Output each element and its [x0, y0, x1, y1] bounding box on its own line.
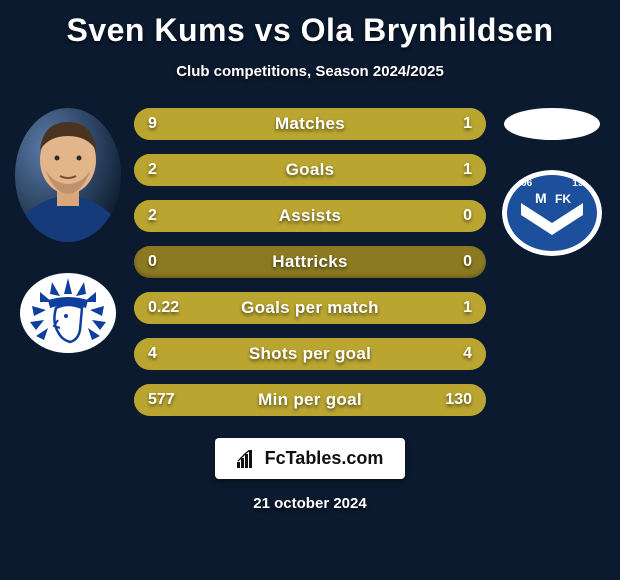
stat-right-value: 0 [463, 253, 472, 271]
date-text: 21 october 2024 [253, 495, 366, 512]
stat-right-value: 1 [463, 299, 472, 317]
stat-right-value: 130 [445, 391, 472, 409]
molde-m: M [535, 190, 547, 206]
stat-label: Assists [279, 206, 342, 226]
stat-left-value: 4 [148, 345, 157, 363]
stat-label: Goals [286, 160, 335, 180]
stat-right-value: 1 [463, 161, 472, 179]
stat-bar-hattricks: 0 Hattricks 0 [134, 246, 486, 278]
stat-bar-matches: 9 Matches 1 [134, 108, 486, 140]
root: Sven Kums vs Ola Brynhildsen Club compet… [0, 0, 620, 580]
stat-left-value: 0.22 [148, 299, 179, 317]
stat-bar-goals-per-match: 0.22 Goals per match 1 [134, 292, 486, 324]
gent-indian-head-icon [18, 272, 118, 354]
fctables-link[interactable]: FcTables.com [215, 438, 406, 479]
right-player-avatar-placeholder [504, 108, 600, 140]
left-player-column [8, 108, 128, 354]
player-headshot-icon [15, 108, 121, 242]
stat-bar-shots-per-goal: 4 Shots per goal 4 [134, 338, 486, 370]
main-row: 9 Matches 1 2 Goals 1 2 Assists 0 [8, 108, 612, 416]
stat-left-value: 9 [148, 115, 157, 133]
stats-column: 9 Matches 1 2 Goals 1 2 Assists 0 [128, 108, 492, 416]
fctables-label: FcTables.com [265, 448, 384, 469]
stat-right-value: 0 [463, 207, 472, 225]
stat-label: Min per goal [258, 390, 362, 410]
stat-left-value: 2 [148, 161, 157, 179]
stat-left-value: 0 [148, 253, 157, 271]
page-subtitle: Club competitions, Season 2024/2025 [176, 63, 444, 80]
left-club-badge [18, 272, 118, 354]
page-title: Sven Kums vs Ola Brynhildsen [66, 12, 553, 49]
stat-right-value: 1 [463, 115, 472, 133]
footer: FcTables.com 21 october 2024 [215, 438, 406, 512]
right-player-column: 1906 1911 M FK [492, 108, 612, 256]
stat-label: Matches [275, 114, 345, 134]
molde-chevron-icon: M FK [517, 185, 587, 245]
stat-label: Shots per goal [249, 344, 371, 364]
stat-left-value: 2 [148, 207, 157, 225]
fctables-logo-icon [237, 450, 257, 468]
molde-fk: FK [555, 192, 571, 206]
stat-label: Hattricks [272, 252, 347, 272]
stat-fill-left [134, 154, 370, 186]
stat-bar-min-per-goal: 577 Min per goal 130 [134, 384, 486, 416]
left-player-avatar [15, 108, 121, 242]
right-club-badge: 1906 1911 M FK [502, 170, 602, 256]
stat-right-value: 4 [463, 345, 472, 363]
stat-bar-goals: 2 Goals 1 [134, 154, 486, 186]
stat-label: Goals per match [241, 298, 379, 318]
stat-left-value: 577 [148, 391, 175, 409]
stat-bar-assists: 2 Assists 0 [134, 200, 486, 232]
